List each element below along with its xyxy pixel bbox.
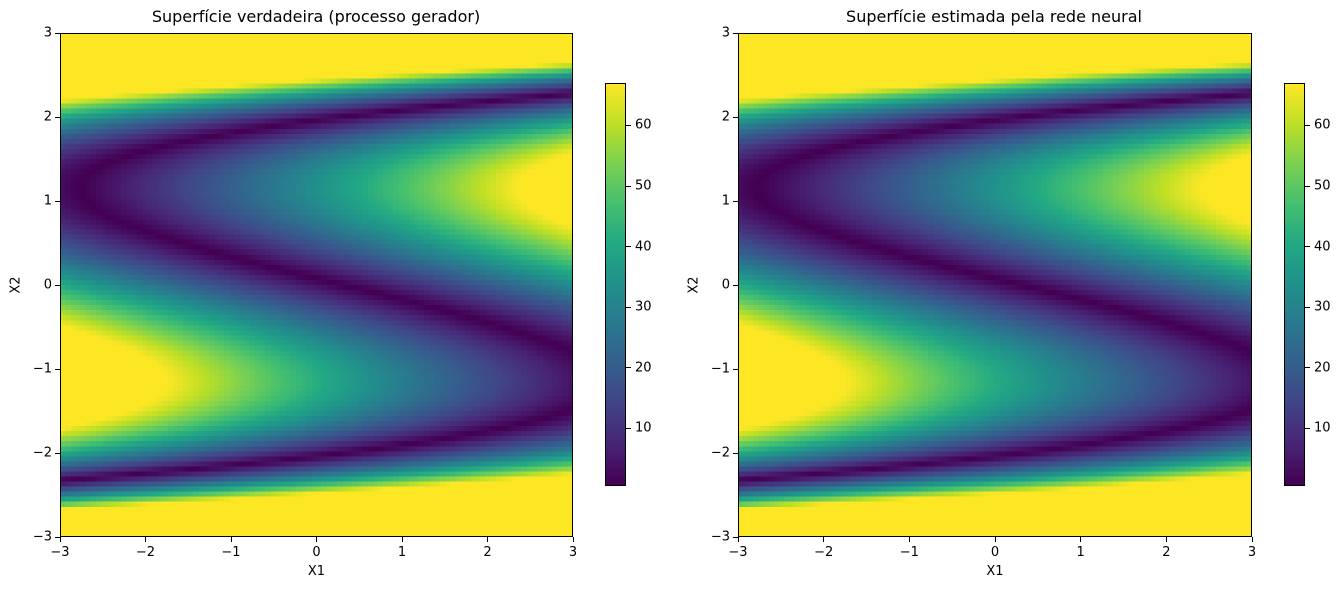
- y-axis-label: X2: [8, 276, 24, 294]
- x-tick-mark: [823, 537, 825, 542]
- colorbar-tick-label: 60: [635, 117, 652, 133]
- y-tick-mark: [55, 452, 60, 454]
- colorbar-tick-label: 20: [1314, 360, 1331, 376]
- colorbar-tick-mark: [1305, 367, 1310, 369]
- y-tick-mark: [55, 536, 60, 538]
- colorbar-tick-label: 10: [1314, 420, 1331, 436]
- y-tick-label: 2: [43, 109, 52, 125]
- colorbar-tick-label: 50: [1314, 178, 1331, 194]
- colorbar-tick-mark: [626, 124, 631, 126]
- y-tick-label: −2: [710, 445, 730, 461]
- y-tick-mark: [733, 536, 738, 538]
- y-tick-label: −3: [32, 529, 52, 545]
- colorbar-tick-mark: [1305, 185, 1310, 187]
- x-tick-mark: [1080, 537, 1082, 542]
- colorbar-tick-mark: [1305, 124, 1310, 126]
- x-tick-mark: [908, 537, 910, 542]
- y-tick-mark: [733, 200, 738, 202]
- x-tick-label: −3: [728, 545, 748, 560]
- x-tick-mark: [145, 537, 146, 542]
- y-tick-mark: [55, 116, 60, 118]
- y-tick-label: −1: [32, 361, 52, 377]
- x-axis-label: X1: [986, 564, 1004, 579]
- x-tick-label: 2: [1162, 545, 1171, 560]
- colorbar-tick-mark: [1305, 306, 1310, 308]
- colorbar-tick-label: 40: [1314, 239, 1331, 255]
- y-tick-label: 0: [43, 277, 52, 293]
- colorbar-tick-mark: [626, 246, 631, 248]
- chart-title: Superfície verdadeira (processo gerador): [151, 7, 481, 26]
- chart-title: Superfície estimada pela rede neural: [846, 7, 1142, 26]
- x-tick-label: 1: [1076, 545, 1085, 560]
- x-tick-mark: [572, 537, 574, 542]
- x-tick-mark: [1165, 537, 1167, 542]
- x-tick-label: −3: [50, 545, 70, 560]
- y-tick-mark: [55, 284, 60, 286]
- y-tick-label: 1: [43, 193, 52, 209]
- colorbar-tick-label: 30: [1314, 299, 1331, 315]
- colorbar-tick-label: 30: [635, 299, 652, 315]
- colorbar-tick-mark: [626, 367, 631, 369]
- y-tick-mark: [733, 452, 738, 454]
- y-tick-label: 0: [721, 277, 730, 293]
- colorbar-tick-mark: [626, 427, 631, 429]
- x-tick-label: −1: [221, 545, 241, 560]
- x-tick-mark: [59, 537, 61, 542]
- x-tick-label: 3: [568, 545, 578, 560]
- heatmap-plot: [738, 33, 1252, 537]
- y-tick-label: −1: [710, 361, 730, 377]
- y-tick-mark: [733, 32, 738, 34]
- colorbar-tick-label: 50: [635, 178, 652, 194]
- x-tick-label: −2: [135, 545, 156, 560]
- colorbar-tick-label: 10: [635, 420, 652, 436]
- colorbar-tick-mark: [626, 306, 631, 308]
- y-tick-label: 3: [721, 25, 730, 41]
- colorbar-tick-mark: [1305, 246, 1310, 248]
- y-tick-label: 2: [721, 109, 730, 125]
- colorbar: [1284, 83, 1305, 486]
- colorbar-tick-mark: [626, 185, 631, 187]
- x-tick-mark: [401, 537, 403, 542]
- colorbar-tick-mark: [1305, 427, 1310, 429]
- y-tick-mark: [733, 116, 738, 118]
- x-tick-mark: [994, 537, 996, 542]
- x-tick-label: 0: [990, 545, 1000, 560]
- y-tick-mark: [733, 284, 738, 286]
- x-tick-mark: [316, 537, 317, 542]
- x-tick-mark: [737, 537, 739, 542]
- x-tick-label: 2: [483, 545, 492, 560]
- y-tick-label: −2: [32, 445, 52, 461]
- x-tick-mark: [230, 537, 232, 542]
- colorbar-tick-label: 40: [635, 239, 652, 255]
- y-axis-label: X2: [686, 276, 702, 294]
- y-tick-mark: [55, 368, 60, 370]
- colorbar-tick-label: 60: [1314, 117, 1331, 133]
- y-tick-mark: [55, 200, 60, 202]
- x-tick-mark: [1251, 537, 1253, 542]
- x-tick-label: 1: [397, 545, 407, 560]
- x-tick-label: −2: [814, 545, 834, 560]
- x-tick-label: 3: [1247, 545, 1257, 560]
- colorbar: [605, 83, 626, 486]
- x-tick-mark: [487, 537, 488, 542]
- y-tick-mark: [733, 368, 738, 370]
- colorbar-tick-label: 20: [635, 360, 652, 376]
- y-tick-label: −3: [710, 529, 730, 545]
- y-tick-mark: [55, 32, 60, 34]
- x-axis-label: X1: [307, 564, 326, 579]
- x-tick-label: 0: [312, 545, 321, 560]
- y-tick-label: 3: [43, 25, 52, 41]
- x-tick-label: −1: [899, 545, 919, 560]
- y-tick-label: 1: [721, 193, 730, 209]
- heatmap-plot: [60, 33, 573, 537]
